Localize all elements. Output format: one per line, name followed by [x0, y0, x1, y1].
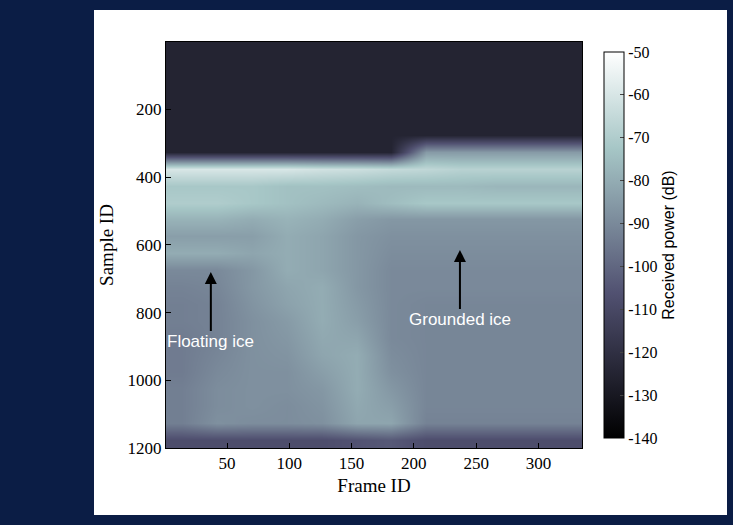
svg-text:Grounded ice: Grounded ice — [409, 310, 511, 329]
svg-text:-110: -110 — [628, 301, 657, 318]
svg-text:150: 150 — [339, 454, 365, 473]
svg-text:1000: 1000 — [128, 371, 162, 390]
svg-text:Frame ID: Frame ID — [337, 475, 410, 496]
svg-text:200: 200 — [136, 100, 162, 119]
svg-text:Sample ID: Sample ID — [96, 204, 117, 286]
svg-text:-80: -80 — [628, 172, 649, 189]
svg-text:-90: -90 — [628, 215, 649, 232]
svg-text:300: 300 — [526, 454, 552, 473]
svg-text:Floating ice: Floating ice — [167, 332, 254, 351]
svg-text:-140: -140 — [628, 430, 657, 447]
svg-text:-50: -50 — [628, 44, 649, 61]
svg-text:100: 100 — [277, 454, 303, 473]
svg-text:Received power (dB): Received power (dB) — [660, 170, 677, 319]
svg-text:200: 200 — [401, 454, 427, 473]
svg-text:400: 400 — [136, 168, 162, 187]
svg-text:-60: -60 — [628, 86, 649, 103]
svg-text:50: 50 — [219, 454, 236, 473]
svg-text:1200: 1200 — [128, 439, 162, 458]
svg-text:-70: -70 — [628, 129, 649, 146]
svg-text:600: 600 — [136, 236, 162, 255]
svg-text:800: 800 — [136, 304, 162, 323]
svg-text:250: 250 — [463, 454, 489, 473]
svg-text:-120: -120 — [628, 344, 657, 361]
svg-text:-130: -130 — [628, 387, 657, 404]
svg-text:-100: -100 — [628, 258, 657, 275]
